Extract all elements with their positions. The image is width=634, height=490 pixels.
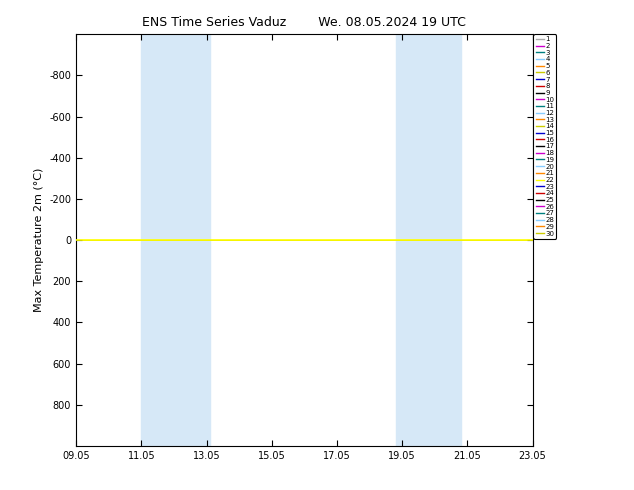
Title: ENS Time Series Vaduz        We. 08.05.2024 19 UTC: ENS Time Series Vaduz We. 08.05.2024 19 … (143, 16, 466, 29)
Bar (396, 34, 461, 446)
Y-axis label: Max Temperature 2m (°C): Max Temperature 2m (°C) (34, 168, 44, 312)
Bar (141, 34, 210, 446)
Legend: 1, 2, 3, 4, 5, 6, 7, 8, 9, 10, 11, 12, 13, 14, 15, 16, 17, 18, 19, 20, 21, 22, 2: 1, 2, 3, 4, 5, 6, 7, 8, 9, 10, 11, 12, 1… (533, 34, 557, 239)
